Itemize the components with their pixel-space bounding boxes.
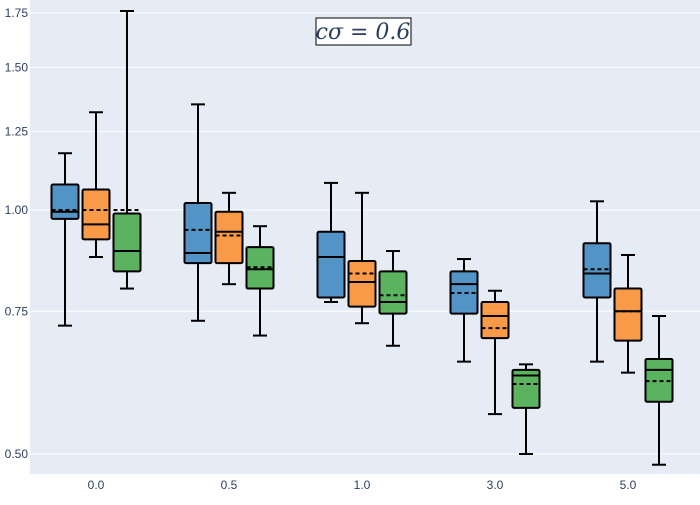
box — [347, 260, 377, 308]
x-tick-label: 5.0 — [620, 478, 637, 492]
y-tick-label: 1.00 — [5, 203, 29, 217]
box — [183, 202, 213, 265]
box — [112, 212, 142, 273]
y-tick-label: 1.25 — [5, 124, 29, 138]
box — [50, 183, 80, 220]
plot-background — [30, 0, 700, 474]
box — [582, 242, 612, 299]
y-tick-label: 0.75 — [5, 304, 29, 318]
box — [613, 287, 643, 342]
series-3 — [112, 9, 674, 466]
series-2 — [81, 111, 643, 416]
x-tick-label: 3.0 — [487, 478, 504, 492]
y-tick-label: 1.75 — [5, 6, 29, 20]
series-1 — [50, 103, 612, 363]
box — [214, 210, 244, 265]
box — [511, 368, 541, 409]
chart-title-box — [315, 17, 412, 46]
box — [480, 301, 510, 340]
box-series — [50, 9, 674, 466]
y-tick-label: 0.50 — [5, 447, 29, 461]
box — [81, 188, 111, 241]
x-tick-label: 0.0 — [88, 478, 105, 492]
chart-title-group: 𝑐𝜎 = 0.6 — [315, 17, 412, 46]
x-tick-label: 1.0 — [354, 478, 371, 492]
box — [316, 230, 346, 299]
gridlines — [30, 12, 700, 455]
x-tick-label: 0.5 — [221, 478, 238, 492]
box — [378, 270, 408, 315]
y-tick-label: 1.50 — [5, 60, 29, 74]
chart-title: 𝑐𝜎 = 0.6 — [316, 20, 411, 45]
axes: 0.50 0.75 1.00 1.25 1.50 1.75 0.0 0.5 1.0 3.0 5.0 — [5, 6, 637, 492]
